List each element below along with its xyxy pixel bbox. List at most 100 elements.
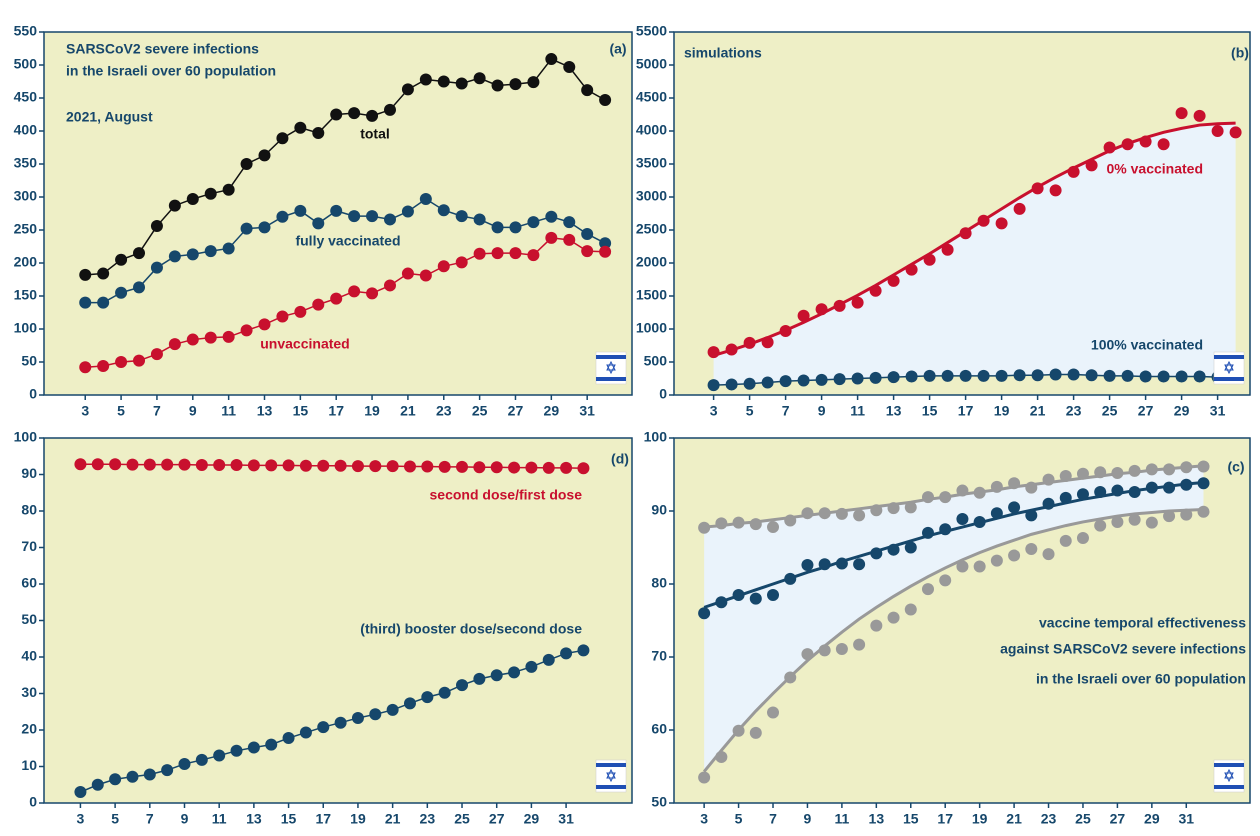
annotation: vaccine temporal effectiveness <box>1039 615 1246 631</box>
data-point <box>133 354 146 367</box>
data-point <box>542 653 555 666</box>
data-point <box>581 84 594 97</box>
data-point <box>784 514 797 527</box>
data-point <box>1025 542 1038 555</box>
data-point <box>491 247 504 260</box>
data-point <box>921 526 934 539</box>
data-point <box>939 574 952 587</box>
data-point <box>779 324 792 337</box>
data-point <box>818 644 831 657</box>
data-point <box>698 771 711 784</box>
data-point <box>743 336 756 349</box>
data-point <box>1042 497 1055 510</box>
data-point <box>91 458 104 471</box>
series-label: fully vaccinated <box>295 233 400 249</box>
data-point <box>299 459 312 472</box>
data-point <box>1163 481 1176 494</box>
data-point <box>921 491 934 504</box>
data-point <box>707 379 720 392</box>
x-tick-label: 3 <box>77 811 85 827</box>
data-point <box>351 460 364 473</box>
data-point <box>835 642 848 655</box>
data-point <box>715 751 728 764</box>
x-tick-label: 19 <box>350 811 366 827</box>
data-point <box>369 708 382 721</box>
data-point <box>779 375 792 388</box>
y-tick-label: 10 <box>21 757 37 773</box>
data-point <box>1121 369 1134 382</box>
data-point <box>767 706 780 719</box>
y-tick-label: 500 <box>14 56 38 72</box>
data-point <box>437 204 450 217</box>
x-tick-label: 3 <box>81 403 89 419</box>
data-point <box>1025 509 1038 522</box>
y-tick-label: 100 <box>14 320 38 336</box>
data-point <box>276 210 289 223</box>
data-point <box>348 285 361 298</box>
x-tick-label: 25 <box>472 403 488 419</box>
data-point <box>1085 159 1098 172</box>
x-tick-label: 19 <box>364 403 380 419</box>
y-tick-label: 4000 <box>636 122 667 138</box>
panel-label: (d) <box>611 451 629 467</box>
data-point <box>186 333 199 346</box>
data-point <box>491 79 504 92</box>
data-point <box>348 107 361 120</box>
x-tick-label: 23 <box>1041 811 1057 827</box>
data-point <box>195 753 208 766</box>
data-point <box>490 461 503 474</box>
data-point <box>109 773 122 786</box>
data-point <box>150 261 163 274</box>
y-tick-label: 60 <box>651 721 667 737</box>
data-point <box>1059 469 1072 482</box>
series-label: 0% vaccinated <box>1107 161 1204 177</box>
data-point <box>455 77 468 90</box>
flag-stripe <box>1214 377 1244 381</box>
data-point <box>508 461 521 474</box>
x-tick-label: 29 <box>1144 811 1160 827</box>
data-point <box>213 459 226 472</box>
data-point <box>563 216 576 229</box>
data-point <box>178 757 191 770</box>
x-tick-label: 3 <box>710 403 718 419</box>
data-point <box>143 458 156 471</box>
data-point <box>473 672 486 685</box>
x-tick-label: 29 <box>1174 403 1190 419</box>
data-point <box>490 669 503 682</box>
panel-label: (a) <box>609 41 626 57</box>
x-tick-label: 9 <box>189 403 197 419</box>
data-point <box>801 559 814 572</box>
data-point <box>853 509 866 522</box>
data-point <box>887 274 900 287</box>
data-point <box>577 462 590 475</box>
data-point <box>743 377 756 390</box>
data-point <box>126 770 139 783</box>
x-tick-label: 15 <box>922 403 938 419</box>
flag-stripe <box>1214 785 1244 789</box>
shaded-band <box>713 123 1236 386</box>
x-tick-label: 23 <box>420 811 436 827</box>
data-point <box>797 374 810 387</box>
data-point <box>312 298 325 311</box>
y-tick-label: 30 <box>21 684 37 700</box>
data-point <box>1042 548 1055 561</box>
flag-star <box>606 768 616 779</box>
y-tick-label: 90 <box>21 465 37 481</box>
data-point <box>749 726 762 739</box>
data-point <box>1067 165 1080 178</box>
data-point <box>195 459 208 472</box>
data-point <box>334 459 347 472</box>
data-point <box>1128 513 1141 526</box>
data-point <box>990 480 1003 493</box>
data-point <box>1067 368 1080 381</box>
data-point <box>126 458 139 471</box>
data-point <box>456 460 469 473</box>
data-point <box>161 764 174 777</box>
data-point <box>1031 182 1044 195</box>
panel-label: (c) <box>1227 459 1244 475</box>
data-point <box>1193 370 1206 383</box>
data-point <box>1076 467 1089 480</box>
data-point <box>334 716 347 729</box>
x-tick-label: 5 <box>117 403 125 419</box>
